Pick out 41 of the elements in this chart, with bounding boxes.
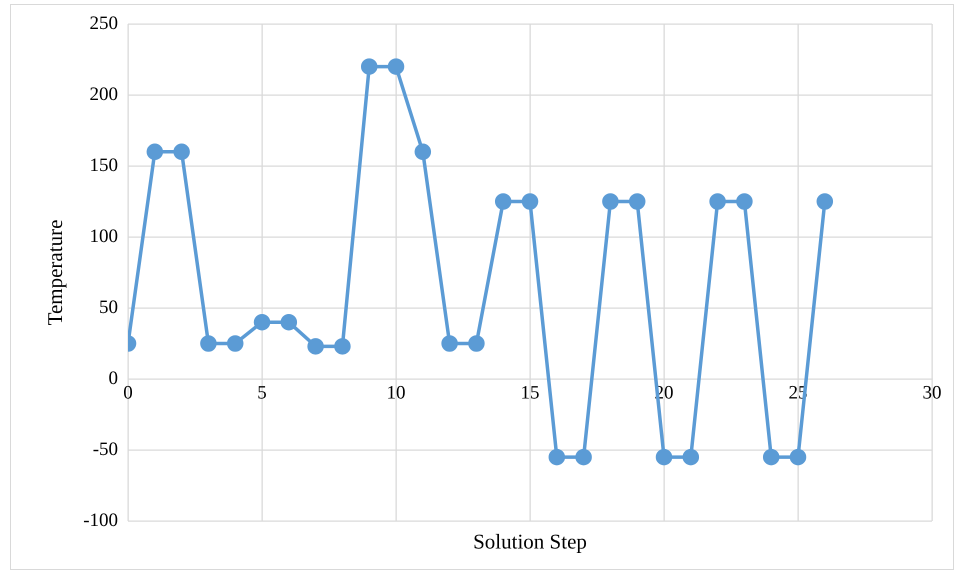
y-axis-title: Temperature [43,220,68,326]
y-tick-label: 250 [90,12,118,34]
point [226,335,244,352]
point [816,193,834,210]
y-tick-label: -50 [92,438,118,460]
point [200,335,217,352]
point [656,448,672,466]
point [360,58,378,75]
point [736,193,753,210]
x-tick-label: 30 [922,382,942,404]
point [254,314,270,330]
point [468,335,485,352]
point [307,338,324,355]
point [682,448,700,466]
y-tick-label: 50 [99,296,118,318]
y-tick-label: 150 [90,154,118,176]
point [522,193,538,210]
point [548,448,566,466]
x-tick-label: 10 [386,382,406,404]
point [334,338,351,355]
point [414,144,432,160]
x-tick-label: 5 [257,382,267,404]
point [628,193,646,210]
point [146,144,164,160]
y-tick-label: 100 [90,226,118,247]
point [790,448,806,466]
point [602,193,619,210]
point [388,58,404,75]
point [762,448,780,466]
x-tick-label: 0 [123,382,133,404]
point [709,193,726,210]
point [280,314,298,330]
y-tick-label: -100 [83,510,118,531]
point [441,335,458,352]
point [575,448,592,466]
x-tick-label: 15 [520,382,540,404]
point [173,144,190,160]
y-tick-label: 200 [90,84,118,105]
point [494,193,512,210]
x-axis-title: Solution Step [473,530,587,554]
y-tick-label: 0 [108,368,118,389]
